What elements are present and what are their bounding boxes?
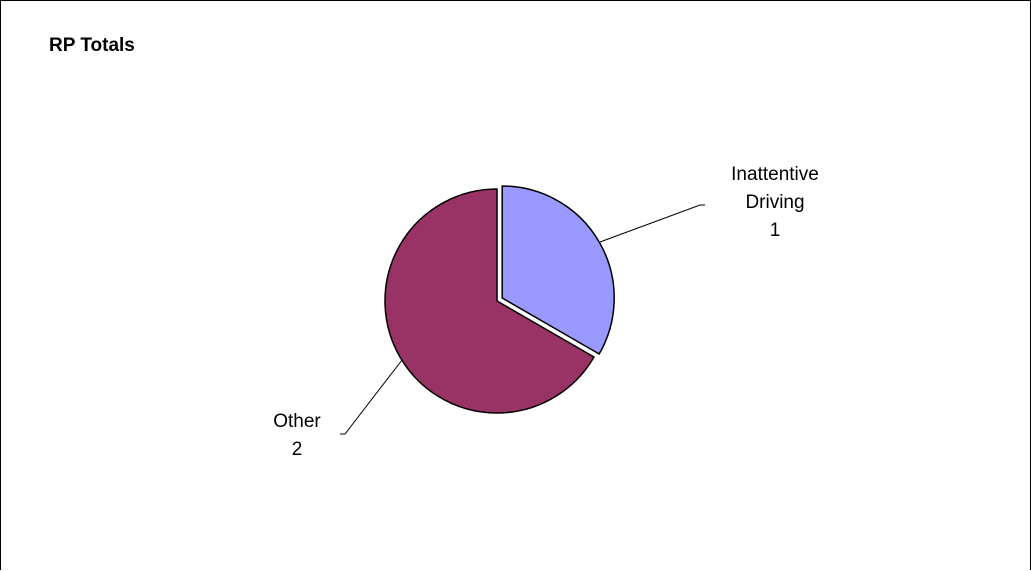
pie-slices xyxy=(384,185,615,414)
slice-value-label-0: 1 xyxy=(770,220,781,241)
slice-value-label-1: 2 xyxy=(292,439,303,460)
leader-line-0 xyxy=(599,204,705,243)
pie-slice-0 xyxy=(501,185,615,356)
chart-title: RP Totals xyxy=(49,35,135,56)
leader-lines xyxy=(340,204,705,435)
slice-labels: Inattentive Driving 1 Other 2 xyxy=(273,164,819,460)
leader-line-1 xyxy=(340,359,403,435)
slice-category-label-1: Other xyxy=(273,411,321,432)
slice-category-label-0: Inattentive xyxy=(731,164,819,185)
pie-slice-1 xyxy=(384,188,596,414)
slice-category-label-0: Driving xyxy=(745,192,804,213)
